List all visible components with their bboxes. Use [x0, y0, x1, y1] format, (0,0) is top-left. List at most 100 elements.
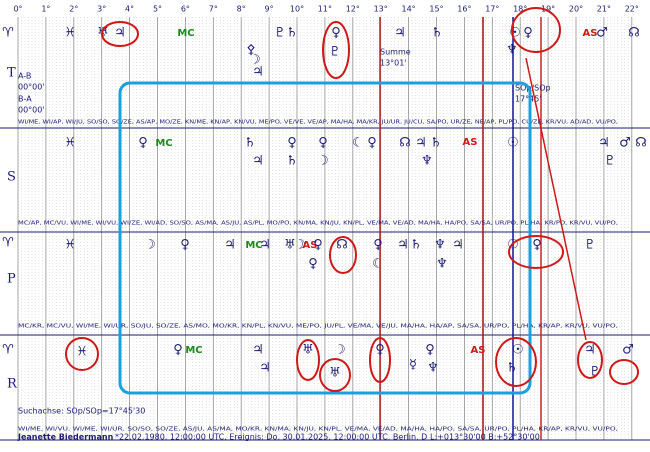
planet-glyph: ♀: [308, 257, 318, 272]
texts: 0° 1° 2° 3° 4° 5° 6° 7° 8° 9° 10° 11° 12° 13° 14° 15° 16…: [2, 5, 647, 442]
planet-glyph: ♈: [2, 343, 14, 358]
planet-glyph: ♆: [436, 257, 448, 272]
planet-glyph: ♃: [598, 136, 610, 151]
midpoint-list: WI/ME, WI/VU, WI/ME, WI/UR, SO/SO, SO/ZE…: [18, 427, 618, 433]
planet-glyph: ♃: [259, 361, 271, 376]
degree-label: 6°: [181, 5, 190, 14]
note: 00°00': [18, 83, 45, 92]
planet-glyph: ♃: [224, 238, 236, 253]
degree-label: 9°: [265, 5, 274, 14]
highlight-box: [118, 81, 532, 395]
planet-glyph: ♆: [506, 43, 518, 58]
midpoint-list: MC/AP, MC/VU, WI/ME, WI/VU, WI/ZE, WI/AD…: [18, 221, 618, 227]
planet-glyph: MC: [245, 240, 262, 251]
planet-glyph: ♀: [180, 238, 190, 253]
planet-glyph: ☽: [317, 154, 329, 169]
planet-glyph: ☉: [507, 136, 519, 151]
degree-label: 5°: [153, 5, 162, 14]
planet-glyph: ♄: [431, 26, 443, 41]
planet-glyph: ♄: [410, 238, 422, 253]
row-label: S: [7, 170, 16, 185]
planet-glyph: ♄: [244, 136, 256, 151]
planet-glyph: ♀: [331, 26, 341, 41]
planet-glyph: MC: [177, 28, 194, 39]
planet-glyph: ♇: [329, 45, 341, 60]
midpoint-list: WI/ME, WI/AP, WI/JU, SO/SO, SO/ZE, AS/AP…: [18, 120, 618, 126]
planet-glyph: ♃: [114, 26, 126, 41]
planet-glyph: ☾: [352, 136, 364, 151]
highlight-ellipse: [369, 337, 391, 383]
planet-glyph: ♀: [138, 136, 148, 151]
highlight-ellipse: [101, 21, 139, 47]
degree-label: 18°: [513, 5, 527, 14]
highlight-ellipse: [322, 21, 350, 79]
planet-glyph: ♀: [532, 238, 542, 253]
footer-coords: L:+013°30'00 B:+52°30'00: [430, 433, 540, 442]
planet-glyph: ☊: [635, 136, 647, 151]
note: 17°45': [515, 95, 542, 104]
note: A-B: [18, 72, 31, 81]
footer-info: *22.02.1980, 12:00:00 UTC, Ereignis: Do,…: [115, 433, 427, 442]
planet-glyph: ♀: [373, 238, 383, 253]
highlight-ellipse: [511, 7, 561, 53]
planet-glyph: ♀: [523, 26, 533, 41]
highlight-ellipse: [296, 339, 320, 381]
planet-glyph: ♃: [252, 65, 264, 80]
planet-glyph: ♄: [430, 136, 442, 151]
planet-glyph: AS: [471, 345, 486, 356]
planet-glyph: ♇: [274, 26, 286, 41]
note: Summe: [380, 48, 411, 57]
planet-glyph: ☽: [144, 238, 156, 253]
degree-label: 4°: [125, 5, 134, 14]
planet-glyph: ☽: [334, 343, 346, 358]
note: 13°01': [380, 59, 407, 68]
degree-label: 19°: [541, 5, 555, 14]
planet-glyph: ♂: [622, 343, 634, 358]
arrow-line: [525, 57, 587, 341]
degree-label: 14°: [402, 5, 416, 14]
planet-glyph: ♅: [302, 343, 314, 358]
planet-glyph: ♀: [173, 343, 183, 358]
footer-name: Jeanette Biedermann: [17, 433, 114, 442]
planet-glyph: ♄: [286, 154, 298, 169]
degree-label: 16°: [457, 5, 471, 14]
highlight-ellipse: [65, 337, 99, 371]
planet-glyph: ⚴: [246, 43, 256, 58]
row-label: P: [7, 272, 16, 287]
planet-glyph: ☉: [507, 238, 519, 253]
planet-glyph: ♓: [64, 26, 76, 41]
planet-glyph: ♄: [506, 361, 518, 376]
degree-label: 1°: [41, 5, 50, 14]
highlight-ellipse: [495, 337, 537, 387]
degree-label: 21°: [597, 5, 611, 14]
planet-glyph: ♆: [434, 238, 446, 253]
planet-glyph: ♃: [584, 343, 596, 358]
degree-label: 7°: [209, 5, 218, 14]
planet-glyph: ☾: [372, 257, 384, 272]
planet-glyph: ☉: [512, 343, 524, 358]
planet-glyph: ♓: [76, 345, 88, 360]
degree-label: 11°: [318, 5, 332, 14]
grid: [0, 17, 650, 441]
planet-glyph: ♀: [318, 136, 328, 151]
planet-glyph: ☊: [399, 136, 411, 151]
degree-label: 22°: [625, 5, 639, 14]
note: Suchachse: SOp/SOp=17°45'30: [18, 407, 145, 416]
degree-label: 0°: [13, 5, 22, 14]
planet-glyph: ♓: [64, 136, 76, 151]
planet-glyph: ♅: [284, 238, 296, 253]
degree-label: 8°: [237, 5, 246, 14]
planet-glyph: ♀: [367, 136, 377, 151]
planet-glyph: ♃: [394, 26, 406, 41]
degree-label: 17°: [485, 5, 499, 14]
degree-label: 3°: [97, 5, 106, 14]
planet-glyph: ☿: [409, 358, 417, 373]
planet-glyph: ♆: [427, 361, 439, 376]
degree-label: 13°: [374, 5, 388, 14]
planet-glyph: AS: [583, 28, 598, 39]
planet-glyph: ♆: [421, 154, 433, 169]
planet-glyph: ♃: [452, 238, 464, 253]
planet-glyph: ☽: [249, 53, 261, 68]
planet-glyph: ♀: [425, 343, 435, 358]
degree-label: 2°: [69, 5, 78, 14]
